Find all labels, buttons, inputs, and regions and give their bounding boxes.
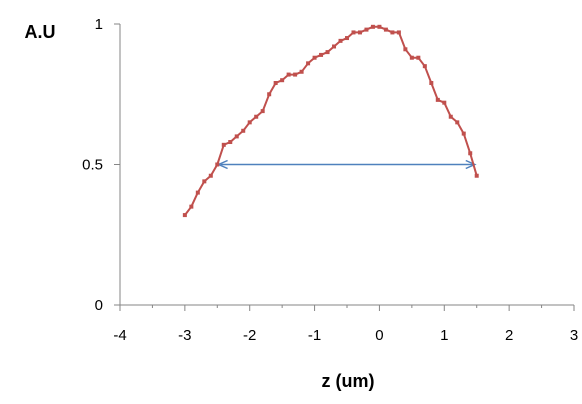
data-point bbox=[357, 30, 362, 35]
data-point bbox=[286, 72, 291, 77]
y-axis-title: A.U bbox=[25, 22, 56, 42]
series-line bbox=[184, 25, 478, 216]
data-point bbox=[189, 204, 194, 209]
data-point bbox=[280, 78, 285, 83]
data-point bbox=[429, 81, 434, 86]
data-point bbox=[195, 190, 200, 195]
data-point bbox=[455, 120, 460, 125]
data-point bbox=[202, 179, 207, 184]
data-point bbox=[422, 64, 427, 69]
data-point bbox=[260, 109, 265, 114]
data-point bbox=[267, 92, 272, 97]
y-axis-ticks: 00.51 bbox=[82, 16, 120, 314]
x-tick-label: 1 bbox=[440, 327, 448, 344]
x-tick-label: -1 bbox=[308, 327, 321, 344]
data-point bbox=[390, 30, 395, 35]
data-point bbox=[474, 173, 479, 178]
data-point bbox=[383, 27, 388, 32]
data-point bbox=[351, 30, 356, 35]
data-point bbox=[234, 134, 239, 139]
data-point bbox=[461, 131, 466, 136]
y-tick-label: 1 bbox=[95, 16, 103, 33]
data-point bbox=[468, 151, 473, 156]
data-point bbox=[299, 69, 304, 74]
data-point bbox=[247, 120, 252, 125]
data-point bbox=[403, 47, 408, 52]
data-point bbox=[396, 30, 401, 35]
data-point bbox=[442, 100, 447, 105]
data-point bbox=[435, 97, 440, 102]
data-point bbox=[325, 50, 330, 55]
data-point bbox=[228, 140, 233, 145]
y-tick-label: 0.5 bbox=[82, 157, 103, 174]
data-point bbox=[448, 114, 453, 119]
data-point bbox=[273, 81, 278, 86]
data-point bbox=[377, 24, 382, 29]
data-point bbox=[312, 55, 317, 60]
data-point bbox=[215, 162, 220, 167]
x-tick-label: 2 bbox=[505, 327, 513, 344]
data-series bbox=[182, 24, 479, 218]
x-tick-label: 0 bbox=[375, 327, 383, 344]
data-point bbox=[241, 128, 246, 133]
data-point bbox=[208, 173, 213, 178]
data-point bbox=[409, 55, 414, 60]
x-axis-title: z (um) bbox=[322, 371, 375, 391]
arrow-head-right bbox=[465, 159, 477, 170]
data-point bbox=[370, 24, 375, 29]
data-point bbox=[416, 55, 421, 60]
x-tick-label: -3 bbox=[178, 327, 191, 344]
width-annotation bbox=[216, 159, 477, 170]
y-tick-label: 0 bbox=[95, 297, 103, 314]
data-point bbox=[182, 213, 187, 218]
data-point bbox=[332, 44, 337, 49]
x-axis-ticks: -4 -3 -2 -1 0 1 2 3 bbox=[113, 305, 578, 344]
data-point bbox=[338, 38, 343, 43]
data-point bbox=[293, 72, 298, 77]
data-point bbox=[254, 114, 259, 119]
data-point bbox=[364, 27, 369, 32]
x-tick-label: 3 bbox=[570, 327, 578, 344]
data-point bbox=[306, 61, 311, 66]
data-point bbox=[319, 52, 324, 57]
x-tick-label: -2 bbox=[243, 327, 256, 344]
data-point bbox=[345, 36, 349, 41]
data-point bbox=[221, 142, 226, 147]
x-tick-label: -4 bbox=[113, 327, 126, 344]
